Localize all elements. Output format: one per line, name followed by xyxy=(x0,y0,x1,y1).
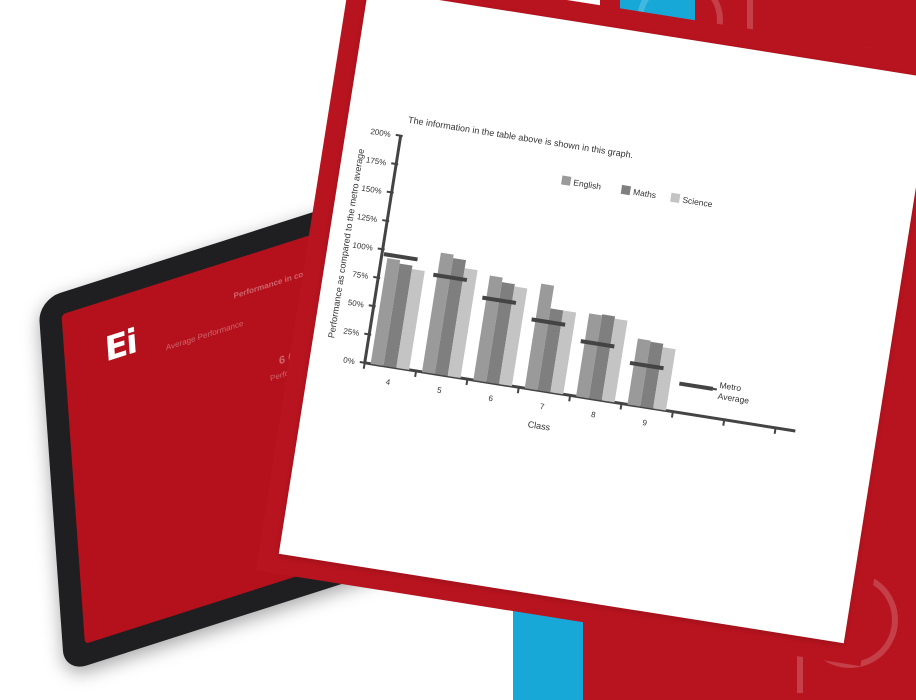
bar-english-class-6 xyxy=(473,275,503,383)
x-axis-title: Class xyxy=(527,419,551,432)
bar-science-class-9 xyxy=(653,347,676,411)
metro-average-label: Metro xyxy=(719,380,742,393)
bar-science-class-6 xyxy=(499,286,528,387)
bar-english-class-9 xyxy=(627,338,651,407)
x-tick-label: 6 xyxy=(488,394,494,404)
metro-average-dash xyxy=(629,360,664,371)
bar-english-class-7 xyxy=(524,283,555,391)
legend-swatch-english xyxy=(561,175,572,186)
y-tick-mark xyxy=(382,219,390,223)
worksheet-page: The information in the table above is sh… xyxy=(278,0,916,644)
y-tick-label: 200% xyxy=(370,127,392,139)
x-tick-mark xyxy=(568,395,572,402)
x-tick-label: 9 xyxy=(642,418,648,428)
bar-science-class-7 xyxy=(550,310,577,395)
y-tick-mark xyxy=(386,190,394,194)
x-tick-mark xyxy=(362,362,366,369)
x-tick-mark xyxy=(773,427,777,434)
bar-science-class-5 xyxy=(447,268,478,379)
y-tick-mark xyxy=(364,332,372,336)
y-tick-label: 50% xyxy=(347,298,364,309)
metro-average-dash xyxy=(482,295,517,305)
ei-logo: Ei xyxy=(103,321,138,371)
y-tick-mark xyxy=(391,162,399,166)
metro-average-dash xyxy=(531,317,566,327)
y-tick-label: 25% xyxy=(343,326,360,337)
x-tick-label: 4 xyxy=(385,377,391,387)
bar-science-class-4 xyxy=(396,269,425,370)
bar-maths-class-4 xyxy=(383,263,413,368)
legend-swatch-science xyxy=(670,192,681,204)
y-tick-label: 150% xyxy=(361,184,383,196)
metro-average-label: Average xyxy=(717,391,750,406)
x-tick-mark xyxy=(465,378,469,386)
metro-label-leader xyxy=(712,387,718,391)
bar-science-class-8 xyxy=(601,318,628,403)
x-tick-label: 8 xyxy=(590,410,596,420)
bar-english-class-4 xyxy=(370,258,401,366)
y-tick-mark xyxy=(395,133,403,137)
worksheet-card: The information in the table above is sh… xyxy=(255,0,916,667)
legend-swatch-maths xyxy=(620,184,631,196)
metro-average-dash xyxy=(433,272,468,283)
legend-label-english: English xyxy=(573,177,602,191)
y-tick-mark xyxy=(373,275,381,279)
x-tick-mark xyxy=(722,419,726,426)
metro-average-dash xyxy=(679,381,714,391)
y-tick-mark xyxy=(368,304,376,308)
bar-maths-class-7 xyxy=(537,308,564,393)
x-tick-mark xyxy=(619,403,623,410)
bar-maths-class-5 xyxy=(434,258,467,376)
legend-label-science: Science xyxy=(682,195,714,210)
x-tick-mark xyxy=(670,411,674,418)
x-tick-label: 5 xyxy=(436,386,442,396)
bar-chart: 0% 25% 50% 75% 100% 125% 150% 175% 200% 4 5 6 7 8 9 Met… xyxy=(326,127,796,434)
bar-english-class-8 xyxy=(576,313,603,399)
y-tick-label: 125% xyxy=(356,212,378,224)
x-tick-mark xyxy=(414,370,418,378)
metro-average-dash xyxy=(580,339,615,349)
x-tick-label: 7 xyxy=(539,402,545,412)
y-tick-label: 75% xyxy=(352,270,369,281)
y-tick-label: 0% xyxy=(343,356,356,367)
y-tick-mark xyxy=(377,247,385,251)
bar-maths-class-8 xyxy=(588,314,616,401)
y-tick-label: 175% xyxy=(365,155,387,167)
legend-label-maths: Maths xyxy=(632,187,656,200)
x-tick-mark xyxy=(516,387,520,394)
tablet-row-label: Average Performance xyxy=(165,318,244,353)
bar-maths-class-9 xyxy=(640,341,664,409)
bar-english-class-5 xyxy=(421,252,454,374)
metro-average-dash xyxy=(383,252,418,262)
bar-maths-class-6 xyxy=(486,282,515,385)
y-tick-label: 100% xyxy=(352,241,374,253)
